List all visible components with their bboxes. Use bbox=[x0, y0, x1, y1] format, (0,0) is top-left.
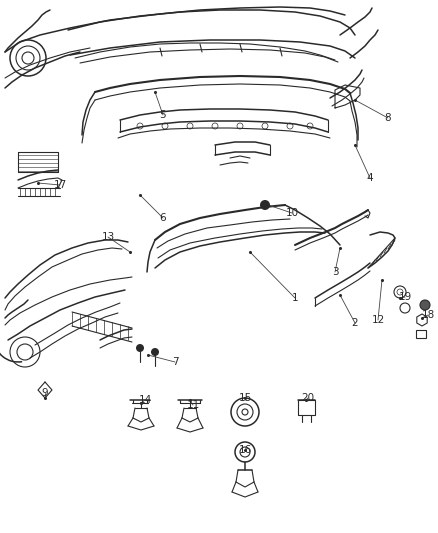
Circle shape bbox=[260, 200, 270, 210]
Circle shape bbox=[420, 300, 430, 310]
Text: 6: 6 bbox=[160, 213, 166, 223]
Text: 19: 19 bbox=[399, 292, 412, 302]
Circle shape bbox=[151, 348, 159, 356]
Text: 15: 15 bbox=[238, 393, 251, 403]
Text: 17: 17 bbox=[53, 180, 67, 190]
Circle shape bbox=[136, 344, 144, 352]
Text: 12: 12 bbox=[371, 315, 385, 325]
Text: 3: 3 bbox=[332, 267, 338, 277]
Text: 9: 9 bbox=[42, 388, 48, 398]
Text: 11: 11 bbox=[187, 400, 200, 410]
Text: 2: 2 bbox=[352, 318, 358, 328]
Text: 20: 20 bbox=[301, 393, 314, 403]
Bar bbox=[416, 330, 426, 338]
Text: 1: 1 bbox=[292, 293, 298, 303]
Text: 14: 14 bbox=[138, 395, 152, 405]
Text: 13: 13 bbox=[101, 232, 115, 242]
Text: 10: 10 bbox=[286, 208, 299, 218]
Text: 16: 16 bbox=[238, 445, 251, 455]
Text: 7: 7 bbox=[172, 357, 178, 367]
Text: 5: 5 bbox=[160, 110, 166, 120]
Text: 18: 18 bbox=[421, 310, 434, 320]
Text: 8: 8 bbox=[385, 113, 391, 123]
Text: 4: 4 bbox=[367, 173, 373, 183]
